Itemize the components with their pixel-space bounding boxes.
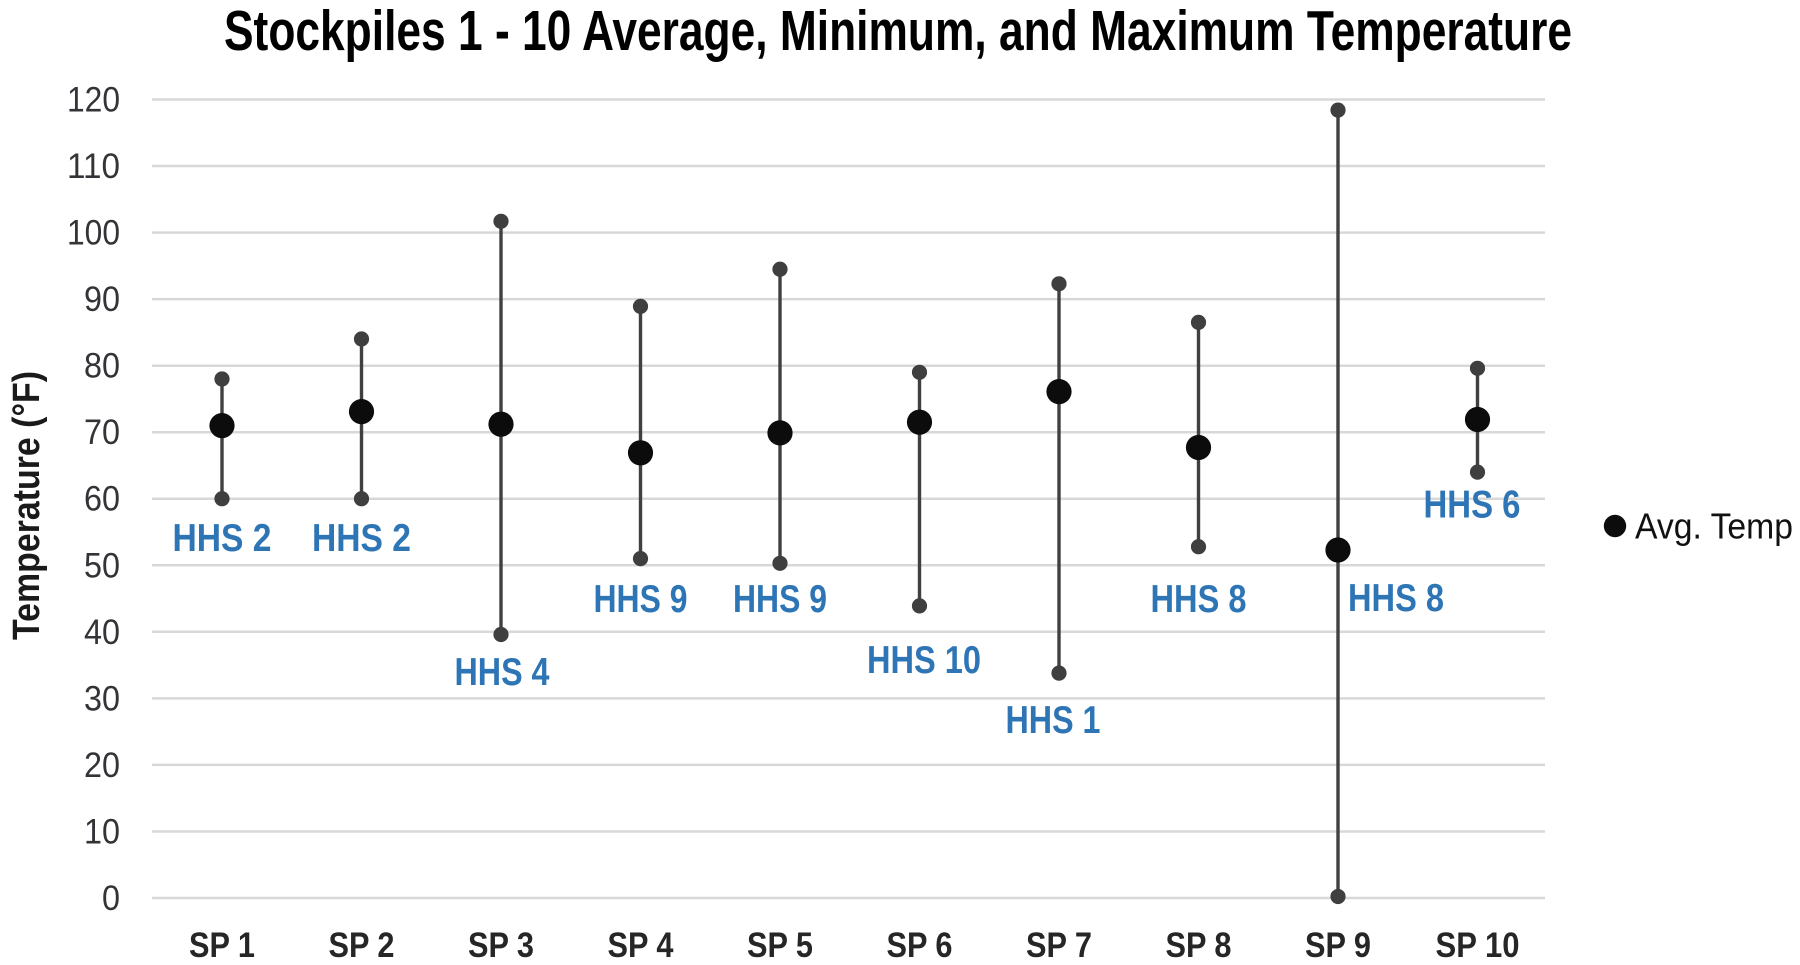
- svg-text:Avg. Temp: Avg. Temp: [1635, 506, 1793, 547]
- svg-text:Stockpiles 1 - 10 Average, Min: Stockpiles 1 - 10 Average, Minimum, and …: [224, 0, 1572, 63]
- svg-text:HHS 9: HHS 9: [594, 578, 688, 621]
- svg-text:HHS 2: HHS 2: [312, 517, 411, 560]
- svg-text:HHS 6: HHS 6: [1424, 484, 1521, 527]
- svg-text:SP 7: SP 7: [1026, 926, 1092, 965]
- svg-text:SP 6: SP 6: [887, 926, 953, 965]
- svg-text:HHS 10: HHS 10: [867, 639, 981, 682]
- svg-text:SP 3: SP 3: [468, 926, 534, 965]
- svg-text:90: 90: [84, 280, 120, 319]
- svg-text:SP 9: SP 9: [1305, 926, 1371, 965]
- svg-text:80: 80: [84, 347, 120, 386]
- svg-text:20: 20: [84, 746, 120, 785]
- svg-text:50: 50: [84, 546, 120, 585]
- svg-text:60: 60: [84, 480, 120, 519]
- svg-text:HHS 9: HHS 9: [733, 578, 827, 621]
- svg-text:SP 1: SP 1: [189, 926, 255, 965]
- svg-text:40: 40: [84, 613, 120, 652]
- svg-text:HHS 2: HHS 2: [173, 517, 272, 560]
- svg-text:SP 5: SP 5: [747, 926, 813, 965]
- svg-text:SP 4: SP 4: [608, 926, 674, 965]
- svg-text:110: 110: [67, 147, 120, 186]
- svg-text:HHS 8: HHS 8: [1151, 578, 1247, 621]
- svg-text:30: 30: [84, 679, 120, 718]
- svg-text:100: 100: [67, 214, 120, 253]
- svg-text:HHS 4: HHS 4: [455, 651, 550, 694]
- svg-text:70: 70: [84, 413, 120, 452]
- svg-text:SP 2: SP 2: [329, 926, 395, 965]
- svg-text:Temperature (°F): Temperature (°F): [6, 371, 48, 640]
- svg-text:0: 0: [102, 879, 120, 918]
- svg-text:HHS 8: HHS 8: [1348, 577, 1444, 620]
- svg-text:120: 120: [67, 81, 120, 120]
- svg-text:SP 10: SP 10: [1436, 926, 1520, 965]
- svg-text:SP 8: SP 8: [1166, 926, 1232, 965]
- svg-text:10: 10: [84, 813, 120, 852]
- svg-text:HHS 1: HHS 1: [1006, 699, 1101, 742]
